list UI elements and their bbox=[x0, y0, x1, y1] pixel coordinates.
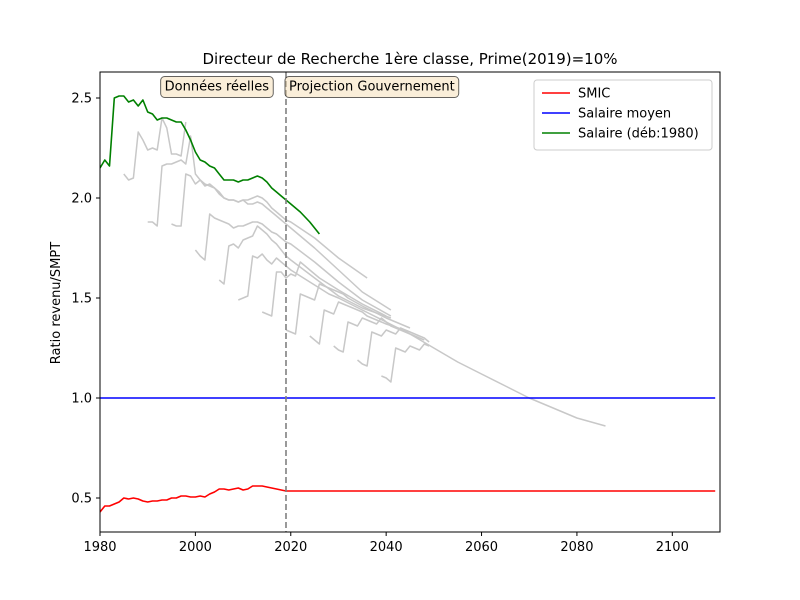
legend-box bbox=[533, 79, 713, 151]
y-tick-label: 2.5 bbox=[71, 92, 92, 107]
annotation-box bbox=[284, 76, 460, 98]
cohort-line-4 bbox=[194, 213, 392, 317]
cohort-line-1 bbox=[123, 117, 187, 181]
y-tick-label: 0.5 bbox=[71, 492, 92, 507]
x-tick-label: 2100 bbox=[656, 540, 689, 555]
x-tick-label: 2060 bbox=[465, 540, 498, 555]
cohort-line-5 bbox=[218, 225, 392, 319]
y-axis-label: Ratio revenu/SMPT bbox=[49, 242, 64, 364]
cohort-line-6 bbox=[238, 253, 606, 427]
series-line-salaire-d-b-1980 bbox=[100, 95, 321, 235]
x-tick-label: 2020 bbox=[274, 540, 307, 555]
legend-label: Salaire moyen bbox=[578, 107, 671, 122]
legend-label: SMIC bbox=[578, 87, 610, 102]
legend: SMIC Salaire moyen Salaire (déb:1980) bbox=[533, 79, 713, 151]
series-group bbox=[100, 72, 716, 532]
y-tick-label: 1.5 bbox=[71, 292, 92, 307]
annotation-2: Projection Gouvernement bbox=[284, 76, 460, 98]
legend-label: Salaire (déb:1980) bbox=[578, 127, 699, 142]
cohort-line-10 bbox=[333, 317, 425, 353]
cohort-line-12 bbox=[381, 343, 430, 383]
annotation-box bbox=[160, 76, 274, 98]
cohort-line-3 bbox=[171, 173, 392, 311]
annotation-text: Données réelles bbox=[165, 80, 270, 95]
y-tick-label: 1.0 bbox=[71, 392, 92, 407]
cohort-line-9 bbox=[309, 301, 411, 345]
x-tick-label: 1980 bbox=[83, 540, 116, 555]
cohort-line-7 bbox=[261, 261, 387, 317]
series-line-smic bbox=[100, 485, 716, 513]
x-tick-label: 2040 bbox=[370, 540, 403, 555]
x-tick-label: 2000 bbox=[179, 540, 212, 555]
plot-area: 1980 2000 2020 2040 2060 2080 2100 0.5 1.0 1.5 2.0… bbox=[71, 71, 721, 555]
axes-frame bbox=[99, 71, 721, 533]
annotation-1: Données réelles bbox=[160, 76, 274, 98]
annotation-text: Projection Gouvernement bbox=[289, 80, 455, 95]
cohort-line-8 bbox=[285, 283, 411, 335]
x-tick-label: 2080 bbox=[560, 540, 593, 555]
cohort-line-11 bbox=[357, 327, 430, 367]
chart-title: Directeur de Recherche 1ère classe, Prim… bbox=[203, 50, 618, 68]
y-tick-label: 2.0 bbox=[71, 192, 92, 207]
